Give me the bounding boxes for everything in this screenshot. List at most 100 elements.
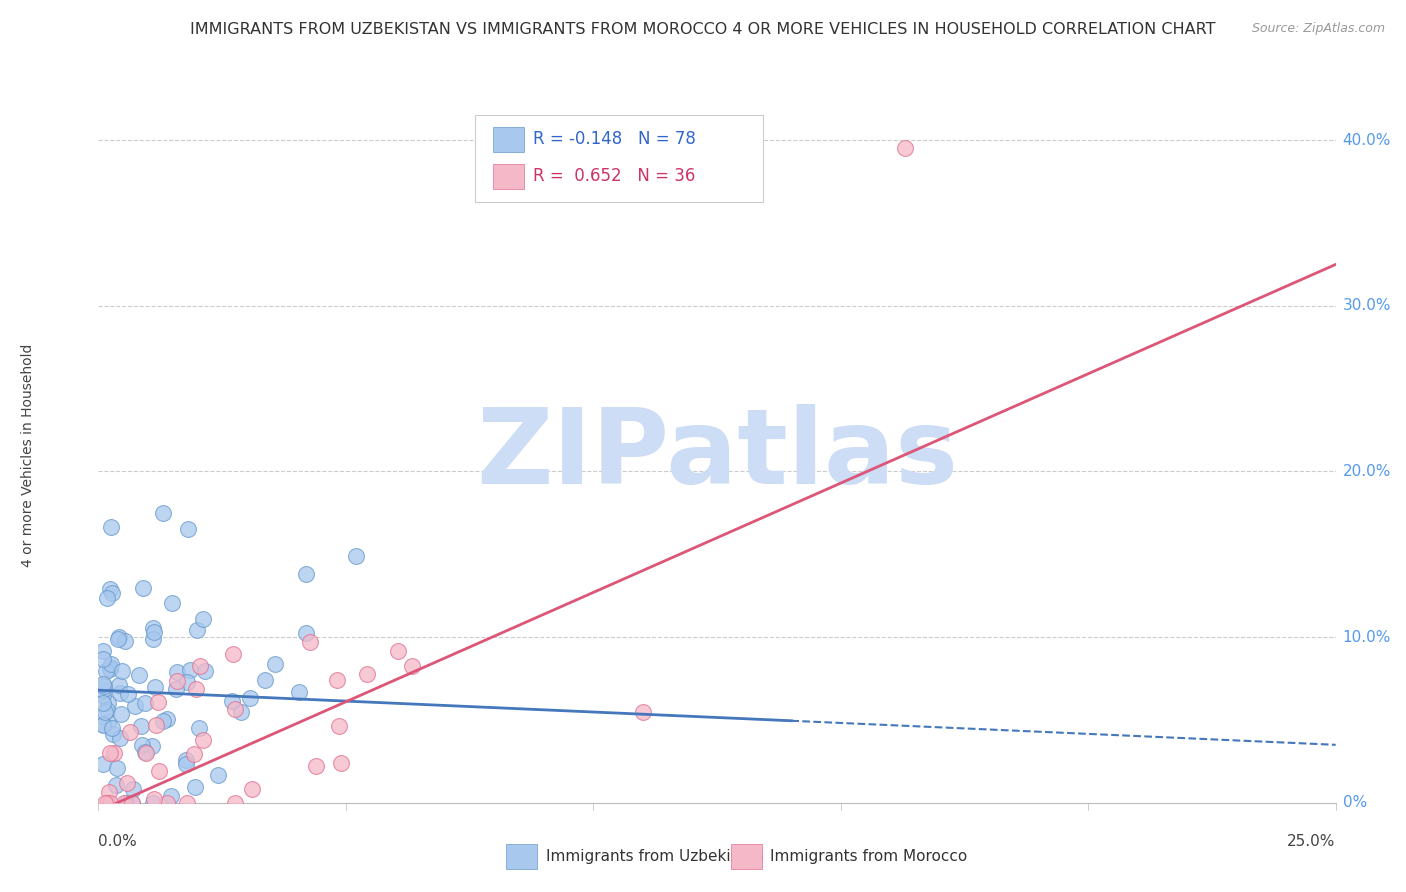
Point xyxy=(96,591,118,605)
Point xyxy=(193,612,215,626)
Point xyxy=(100,796,122,810)
Point xyxy=(115,776,138,790)
Point xyxy=(98,662,121,676)
Point xyxy=(176,796,198,810)
Point xyxy=(131,738,153,752)
Point xyxy=(131,582,153,596)
Point xyxy=(165,681,187,696)
Point xyxy=(401,659,423,673)
Point xyxy=(325,673,347,687)
Point xyxy=(108,731,131,745)
Point xyxy=(134,746,156,760)
Point xyxy=(387,643,409,657)
Point xyxy=(142,632,165,646)
Text: 30.0%: 30.0% xyxy=(1343,298,1391,313)
Point xyxy=(105,761,128,775)
Text: IMMIGRANTS FROM UZBEKISTAN VS IMMIGRANTS FROM MOROCCO 4 OR MORE VEHICLES IN HOUS: IMMIGRANTS FROM UZBEKISTAN VS IMMIGRANTS… xyxy=(190,22,1216,37)
Point xyxy=(186,624,208,638)
Point xyxy=(93,716,115,731)
Point xyxy=(344,549,367,564)
Text: 20.0%: 20.0% xyxy=(1343,464,1391,479)
Point xyxy=(224,796,246,810)
Point xyxy=(160,597,183,611)
Text: 4 or more Vehicles in Household: 4 or more Vehicles in Household xyxy=(21,343,35,566)
Text: 0%: 0% xyxy=(1343,796,1367,810)
Point xyxy=(93,688,115,702)
Point xyxy=(143,680,166,694)
Point xyxy=(239,691,262,706)
Point xyxy=(121,796,143,810)
Text: R = -0.148   N = 78: R = -0.148 N = 78 xyxy=(533,130,696,148)
Point xyxy=(253,673,276,688)
Point xyxy=(98,746,121,760)
Point xyxy=(193,664,215,678)
Point xyxy=(93,652,115,666)
Point xyxy=(176,675,198,690)
Point xyxy=(100,520,122,534)
Text: 10.0%: 10.0% xyxy=(1343,630,1391,645)
Point xyxy=(93,718,115,732)
Point xyxy=(141,796,163,810)
Point xyxy=(103,746,125,760)
Point xyxy=(176,523,198,537)
Point xyxy=(97,715,120,730)
Point xyxy=(152,714,174,728)
Point xyxy=(93,696,115,710)
Point xyxy=(93,705,115,719)
Point xyxy=(174,753,197,767)
Point xyxy=(166,665,188,679)
Point xyxy=(224,702,246,716)
Point xyxy=(156,796,179,810)
Point xyxy=(122,781,145,796)
Point xyxy=(264,657,287,671)
Point xyxy=(107,632,129,646)
Point xyxy=(229,705,252,719)
Point xyxy=(135,746,157,760)
Point xyxy=(105,778,128,792)
Point xyxy=(134,696,156,710)
Point xyxy=(305,759,328,773)
Point xyxy=(287,685,309,699)
Point xyxy=(114,634,136,648)
Point xyxy=(129,719,152,733)
Point xyxy=(356,667,378,681)
Point xyxy=(117,687,139,701)
Point xyxy=(143,624,166,639)
Point xyxy=(894,141,917,155)
Point xyxy=(299,634,322,648)
Point xyxy=(221,694,243,708)
Text: Immigrants from Morocco: Immigrants from Morocco xyxy=(770,849,967,863)
Point xyxy=(142,621,165,635)
Point xyxy=(328,718,350,732)
Point xyxy=(111,664,134,678)
Point xyxy=(100,586,122,600)
Point xyxy=(120,724,142,739)
Point xyxy=(108,678,131,692)
Point xyxy=(191,733,214,747)
Point xyxy=(108,686,131,700)
Text: 25.0%: 25.0% xyxy=(1288,834,1336,849)
Point xyxy=(93,644,115,658)
Point xyxy=(222,648,245,662)
Point xyxy=(179,664,201,678)
Point xyxy=(187,721,209,735)
Point xyxy=(160,789,183,803)
Text: 40.0%: 40.0% xyxy=(1343,133,1391,148)
Text: Source: ZipAtlas.com: Source: ZipAtlas.com xyxy=(1251,22,1385,36)
Point xyxy=(152,506,174,520)
Point xyxy=(174,757,197,772)
Point xyxy=(186,682,208,697)
Point xyxy=(148,764,170,779)
Point xyxy=(295,625,318,640)
Point xyxy=(142,791,165,805)
Point xyxy=(101,726,124,740)
Text: ZIPatlas: ZIPatlas xyxy=(477,404,957,506)
Point xyxy=(97,696,120,710)
Point xyxy=(114,796,136,810)
Point xyxy=(98,659,121,673)
Point xyxy=(93,683,115,698)
Point xyxy=(207,767,229,781)
Point xyxy=(121,796,143,810)
Point xyxy=(93,680,115,694)
Point xyxy=(93,756,115,771)
